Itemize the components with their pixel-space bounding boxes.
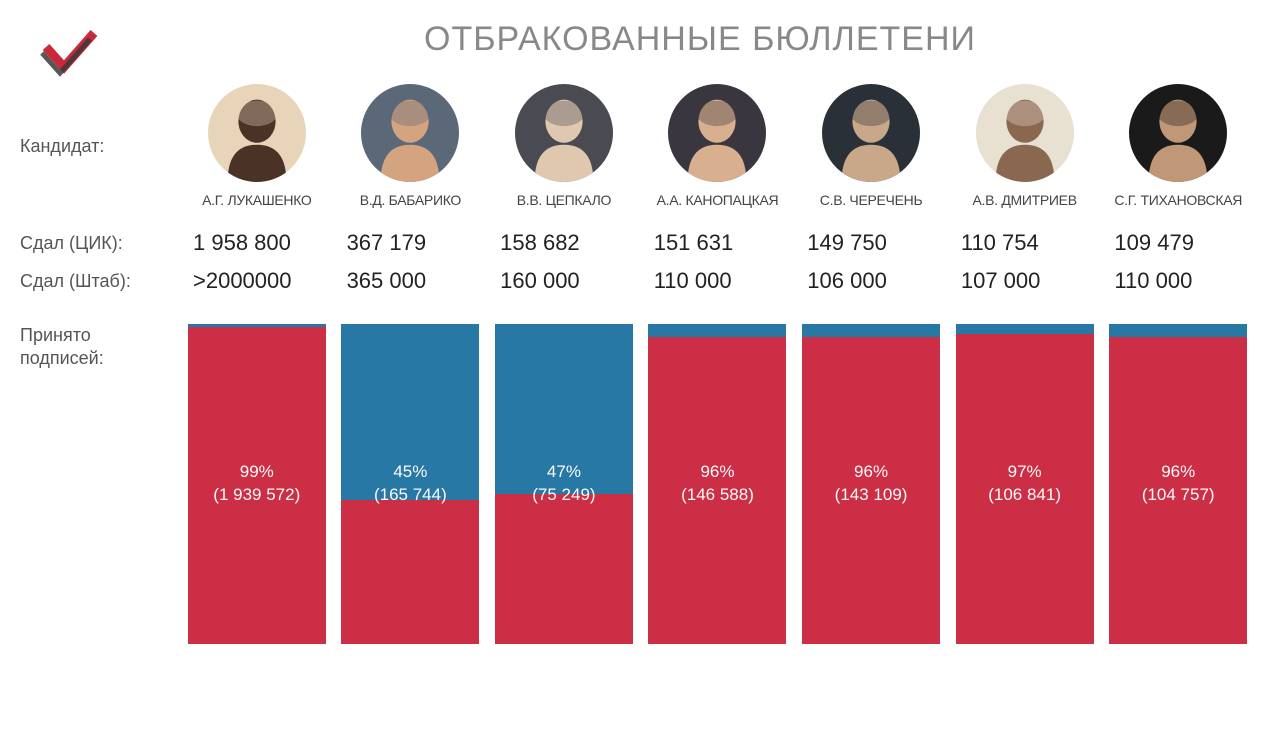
row-candidates: Кандидат: А.Г. ЛУКАШЕНКО В.Д. БАБАРИКО В…: [20, 84, 1250, 208]
bar-label: 97% (106 841): [956, 461, 1094, 507]
bar: 96% (104 757): [1109, 324, 1247, 644]
label-accepted-line1: Принято: [20, 325, 91, 345]
logo-icon: [40, 25, 100, 85]
candidate-cell: С.В. ЧЕРЕЧЕНЬ: [799, 84, 943, 208]
bar-count: (106 841): [988, 485, 1061, 504]
value-submitted-hq: 106 000: [799, 268, 943, 294]
candidate-cell: В.Д. БАБАРИКО: [339, 84, 483, 208]
bar-count: (146 588): [681, 485, 754, 504]
value-submitted-hq: 110 000: [1106, 268, 1250, 294]
bar: 96% (143 109): [802, 324, 940, 644]
bar-pct: 96%: [700, 462, 734, 481]
bar-pct: 96%: [854, 462, 888, 481]
value-submitted-cik: 110 754: [953, 230, 1097, 256]
candidate-name: С.В. ЧЕРЕЧЕНЬ: [820, 192, 923, 208]
candidate-cell: А.Г. ЛУКАШЕНКО: [185, 84, 329, 208]
candidate-cell: С.Г. ТИХАНОВСКАЯ: [1106, 84, 1250, 208]
value-submitted-hq: 160 000: [492, 268, 636, 294]
bar-pct: 96%: [1161, 462, 1195, 481]
row-submitted-cik: Сдал (ЦИК): 1 958 800 367 179 158 682 15…: [20, 230, 1250, 256]
value-submitted-cik: 151 631: [646, 230, 790, 256]
bar-segment-rejected: [1109, 324, 1247, 337]
bar-segment-accepted: [495, 494, 633, 644]
avatar: [515, 84, 613, 182]
candidate-name: В.Д. БАБАРИКО: [360, 192, 461, 208]
bar-pct: 97%: [1008, 462, 1042, 481]
value-submitted-cik: 149 750: [799, 230, 943, 256]
value-submitted-cik: 1 958 800: [185, 230, 329, 256]
candidate-cell: А.В. ДМИТРИЕВ: [953, 84, 1097, 208]
candidate-name: С.Г. ТИХАНОВСКАЯ: [1114, 192, 1242, 208]
value-submitted-cik: 367 179: [339, 230, 483, 256]
row-accepted-bars: Принято подписей: 99% (1 939 572) 45% (165…: [20, 324, 1250, 644]
label-submitted-hq: Сдал (Штаб):: [20, 271, 175, 292]
bar-pct: 45%: [393, 462, 427, 481]
bar-count: (75 249): [532, 485, 595, 504]
bar-segment-accepted: [341, 500, 479, 644]
avatar: [976, 84, 1074, 182]
label-submitted-cik: Сдал (ЦИК):: [20, 233, 175, 254]
bar-segment-rejected: [802, 324, 940, 337]
bar-label: 99% (1 939 572): [188, 461, 326, 507]
bar-label: 47% (75 249): [495, 461, 633, 507]
bar: 45% (165 744): [341, 324, 479, 644]
value-submitted-hq: 365 000: [339, 268, 483, 294]
candidate-name: А.А. КАНОПАЦКАЯ: [657, 192, 779, 208]
candidate-name: В.В. ЦЕПКАЛО: [517, 192, 611, 208]
bar-pct: 47%: [547, 462, 581, 481]
value-submitted-hq: 107 000: [953, 268, 1097, 294]
bar-segment-rejected: [648, 324, 786, 337]
value-submitted-hq: >2000000: [185, 268, 329, 294]
bar-count: (143 109): [835, 485, 908, 504]
bar-count: (104 757): [1142, 485, 1215, 504]
bar-label: 96% (104 757): [1109, 461, 1247, 507]
bar-pct: 99%: [240, 462, 274, 481]
bar-label: 96% (143 109): [802, 461, 940, 507]
bar: 97% (106 841): [956, 324, 1094, 644]
page-title: ОТБРАКОВАННЫЕ БЮЛЛЕТЕНИ: [150, 20, 1250, 59]
value-submitted-cik: 158 682: [492, 230, 636, 256]
avatar: [208, 84, 306, 182]
value-submitted-hq: 110 000: [646, 268, 790, 294]
label-candidate: Кандидат:: [20, 136, 175, 157]
bar-label: 96% (146 588): [648, 461, 786, 507]
bar: 96% (146 588): [648, 324, 786, 644]
bar: 47% (75 249): [495, 324, 633, 644]
bar: 99% (1 939 572): [188, 324, 326, 644]
avatar: [1129, 84, 1227, 182]
candidate-cell: В.В. ЦЕПКАЛО: [492, 84, 636, 208]
avatar: [361, 84, 459, 182]
row-submitted-hq: Сдал (Штаб): >2000000 365 000 160 000 11…: [20, 268, 1250, 294]
avatar: [822, 84, 920, 182]
label-accepted: Принято подписей:: [20, 324, 175, 644]
bar-count: (1 939 572): [213, 485, 300, 504]
avatar: [668, 84, 766, 182]
candidate-cell: А.А. КАНОПАЦКАЯ: [646, 84, 790, 208]
bar-label: 45% (165 744): [341, 461, 479, 507]
candidate-name: А.В. ДМИТРИЕВ: [972, 192, 1076, 208]
value-submitted-cik: 109 479: [1106, 230, 1250, 256]
bar-count: (165 744): [374, 485, 447, 504]
label-accepted-line2: подписей:: [20, 348, 104, 368]
candidate-name: А.Г. ЛУКАШЕНКО: [202, 192, 311, 208]
bar-segment-rejected: [956, 324, 1094, 334]
